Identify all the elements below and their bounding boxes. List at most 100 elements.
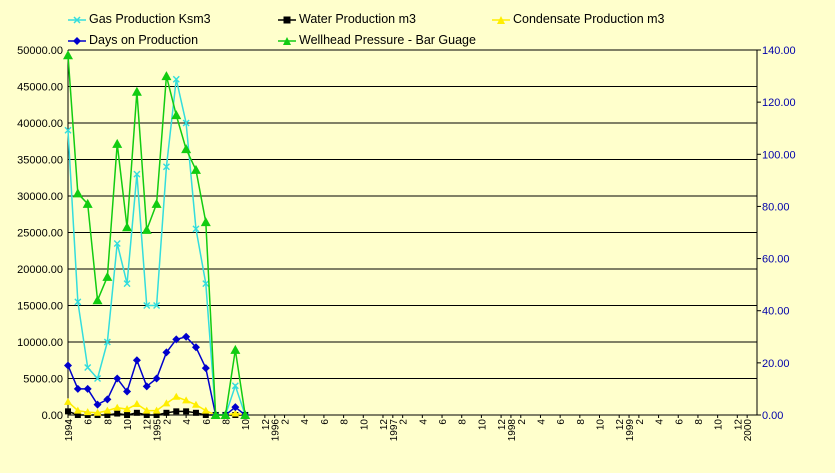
days-point (123, 387, 132, 396)
x-tick-label: 6 (438, 419, 449, 425)
x-tick-label: 8 (103, 419, 114, 425)
legend-label-pressure: Wellhead Pressure - Bar Guage (299, 33, 476, 47)
y-left-tick-label: 50000.00 (17, 45, 63, 57)
x-tick-label: 4 (536, 419, 547, 425)
gas-point (202, 280, 210, 288)
x-tick-label: 2 (281, 419, 292, 425)
y-left-tick-label: 0.00 (42, 410, 63, 422)
water-point (104, 412, 111, 418)
pressure-point (181, 144, 192, 154)
gas-point (231, 382, 239, 390)
condensate-point (162, 399, 171, 407)
gas-point (123, 280, 131, 288)
gas-series-line (67, 79, 246, 416)
pressure-point (190, 164, 201, 174)
water-point (114, 410, 121, 417)
x-tick-label: 10 (714, 419, 725, 431)
days-point (73, 384, 82, 393)
triangle-marker-icon (278, 36, 296, 45)
water-point (163, 409, 170, 416)
x-tick-label: 10 (477, 419, 488, 431)
x-tick-label: 8 (221, 419, 232, 425)
legend-label-gas: Gas Production Ksm3 (89, 12, 211, 26)
condensate-point (182, 396, 191, 404)
gas-point (143, 302, 151, 309)
x-tick-label: 1997 (389, 419, 400, 442)
y-left-tick-label: 5000.00 (23, 374, 63, 386)
condensate-point (152, 406, 161, 414)
x-tick-label: 10 (596, 419, 607, 431)
x-tick-label: 12 (261, 419, 272, 431)
condensate-point (201, 406, 210, 414)
pressure-series-line (67, 55, 246, 416)
legend-item-water: Water Production m3 (278, 12, 416, 26)
y-right-tick-label: 60.00 (762, 254, 790, 266)
x-tick-label: 8 (458, 419, 469, 425)
x-tick-label: 10 (359, 419, 370, 431)
square-marker-icon (278, 16, 296, 24)
water-point (74, 412, 81, 418)
y-left-tick-label: 30000.00 (17, 191, 63, 203)
water-point (192, 409, 199, 416)
gas-point (133, 170, 141, 178)
x-tick-label: 10 (241, 419, 252, 431)
legend-item-pressure: Wellhead Pressure - Bar Guage (278, 33, 476, 47)
x-tick-label: 2 (635, 419, 646, 425)
condensate-point (191, 400, 200, 408)
y-right-tick-label: 100.00 (762, 149, 796, 161)
x-tick-label: 2 (162, 419, 173, 425)
x-tick-label: 4 (655, 419, 666, 425)
days-point (182, 332, 191, 341)
days-point (142, 382, 151, 391)
pressure-point (200, 217, 211, 227)
gas-point (94, 375, 102, 382)
gas-point (162, 163, 170, 171)
diamond-marker-icon (68, 36, 86, 45)
pressure-point (240, 410, 251, 419)
gas-point (153, 302, 161, 309)
days-point (201, 364, 210, 373)
gas-point (113, 239, 121, 247)
water-point (153, 412, 160, 418)
y-left-tick-label: 35000.00 (17, 155, 63, 167)
days-point (191, 343, 200, 352)
x-tick-label: 12 (615, 419, 626, 431)
x-marker-icon (68, 16, 86, 24)
x-tick-label: 12 (497, 419, 508, 431)
condensate-point (142, 406, 151, 414)
condensate-point (83, 408, 92, 416)
x-tick-label: 1995 (153, 419, 164, 442)
gas-point (192, 225, 200, 233)
gas-point (182, 119, 190, 127)
water-point (124, 412, 131, 418)
days-point (64, 361, 72, 370)
condensate-point (132, 400, 141, 408)
triangle-marker-icon (492, 15, 510, 24)
pressure-point (220, 410, 231, 419)
y-left-tick-label: 25000.00 (17, 228, 63, 240)
days-point (132, 356, 141, 365)
condensate-point (172, 392, 181, 400)
x-tick-label: 4 (300, 419, 311, 425)
x-tick-label: 6 (84, 419, 95, 425)
days-point (162, 348, 171, 357)
x-tick-label: 1998 (507, 419, 518, 442)
water-point (143, 412, 150, 418)
y-left-tick-label: 40000.00 (17, 118, 63, 130)
y-right-tick-label: 80.00 (762, 201, 790, 213)
gas-point (74, 298, 82, 306)
x-tick-label: 8 (694, 419, 705, 425)
y-left-tick-label: 45000.00 (17, 82, 63, 94)
x-tick-label: 6 (320, 419, 331, 425)
pressure-point (112, 138, 123, 148)
days-point (172, 335, 181, 344)
gas-point (103, 338, 111, 346)
days-point (103, 395, 112, 404)
x-tick-label: 1994 (64, 419, 75, 442)
days-point (152, 374, 161, 383)
x-tick-label: 10 (123, 419, 134, 431)
x-tick-label: 6 (556, 419, 567, 425)
y-right-tick-label: 140.00 (762, 45, 796, 57)
x-tick-label: 6 (674, 419, 685, 425)
